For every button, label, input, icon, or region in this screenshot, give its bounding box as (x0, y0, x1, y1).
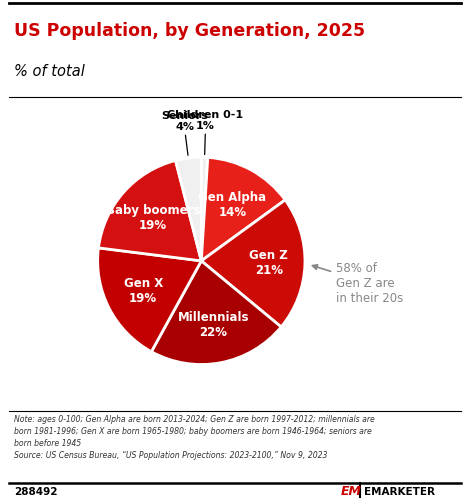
Text: 288492: 288492 (14, 487, 58, 497)
Wedge shape (175, 157, 201, 261)
Text: EM: EM (341, 485, 362, 498)
Text: Gen Z
21%: Gen Z 21% (249, 249, 288, 277)
Text: Gen X
19%: Gen X 19% (124, 277, 163, 305)
Text: Baby boomers
19%: Baby boomers 19% (106, 204, 200, 232)
Text: Seniors
4%: Seniors 4% (162, 111, 209, 132)
Text: US Population, by Generation, 2025: US Population, by Generation, 2025 (14, 22, 365, 40)
Wedge shape (201, 157, 285, 261)
Text: 58% of
Gen Z are
in their 20s: 58% of Gen Z are in their 20s (313, 262, 403, 305)
Text: EMARKETER: EMARKETER (364, 487, 435, 497)
Text: Millennials
22%: Millennials 22% (178, 311, 249, 339)
Text: Gen Alpha
14%: Gen Alpha 14% (198, 190, 266, 218)
Wedge shape (98, 248, 201, 352)
Text: Children 0-1
1%: Children 0-1 1% (167, 110, 243, 131)
Wedge shape (151, 261, 281, 365)
Wedge shape (99, 160, 201, 261)
Text: % of total: % of total (14, 64, 85, 79)
Wedge shape (201, 200, 305, 327)
Wedge shape (201, 157, 208, 261)
Text: Note: ages 0-100; Gen Alpha are born 2013-2024; Gen Z are born 1997-2012; millen: Note: ages 0-100; Gen Alpha are born 201… (14, 415, 375, 460)
